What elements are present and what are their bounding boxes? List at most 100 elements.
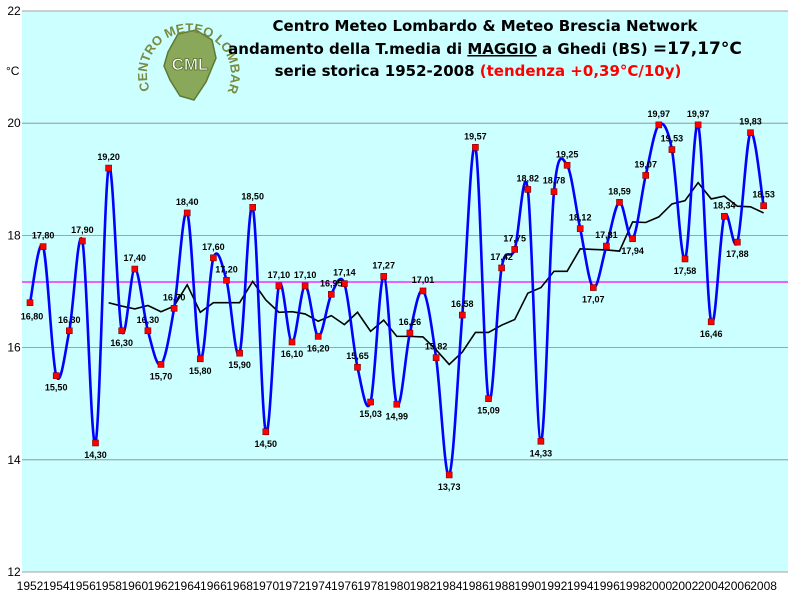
data-label: 15,82	[425, 342, 448, 352]
data-point	[66, 327, 73, 335]
data-labels: 16,80 17,80 15,50 16,30 17,90 14,30 19,20 16,30…	[21, 109, 775, 492]
data-label: 17,40	[124, 253, 147, 263]
data-point	[472, 144, 479, 151]
data-label: 16,95	[320, 278, 343, 288]
data-label: 17,80	[32, 231, 55, 241]
x-tick-label: 1996	[593, 579, 620, 593]
data-label: 19,57	[464, 131, 487, 141]
x-tick-label: 1972	[279, 579, 306, 593]
data-label: 15,80	[189, 366, 212, 376]
data-label: 18,40	[176, 197, 199, 207]
y-axis-label: °C	[6, 64, 20, 78]
data-point	[301, 282, 309, 290]
data-label: 16,30	[58, 315, 81, 325]
x-tick-label: 1952	[17, 579, 44, 593]
x-tick-label: 1956	[69, 579, 96, 593]
data-point	[760, 202, 767, 209]
data-label: 17,27	[372, 260, 395, 270]
data-point	[314, 333, 322, 340]
data-point	[419, 287, 427, 295]
data-point	[249, 204, 256, 211]
data-point	[197, 355, 204, 363]
data-label: 15,90	[228, 360, 251, 370]
x-tick-label: 1970	[252, 579, 279, 593]
data-label: 15,03	[359, 409, 382, 419]
data-point	[589, 284, 597, 291]
data-label: 17,10	[268, 270, 291, 280]
x-tick-label: 1966	[200, 579, 227, 593]
x-tick-label: 1978	[357, 579, 384, 593]
title-line-1: Centro Meteo Lombardo & Meteo Brescia Ne…	[273, 17, 699, 35]
x-tick-label: 1954	[43, 579, 70, 593]
data-label: 17,14	[333, 268, 356, 278]
x-tick-label: 1958	[95, 579, 122, 593]
data-point	[327, 291, 335, 298]
data-label: 15,09	[477, 406, 500, 416]
data-label: 16,20	[307, 343, 330, 353]
data-point	[616, 199, 623, 206]
title-line-3: serie storica 1952-2008 (tendenza +0,39°…	[275, 62, 682, 80]
data-label: 17,20	[215, 264, 238, 274]
data-point	[655, 121, 663, 129]
y-tick-labels: 12 14 16 18 20 22	[7, 4, 21, 579]
y-tick-label: 14	[7, 453, 21, 467]
data-label: 15,50	[45, 383, 68, 393]
data-point	[707, 318, 715, 326]
data-point	[170, 305, 178, 312]
title-month: MAGGIO	[467, 40, 537, 58]
x-tick-label: 1964	[174, 579, 201, 593]
data-point	[210, 254, 217, 262]
x-tick-label: 1998	[619, 579, 646, 593]
data-point	[668, 146, 676, 153]
data-label: 18,59	[608, 186, 631, 196]
x-tick-label: 1988	[488, 579, 515, 593]
data-point	[26, 299, 34, 307]
data-label: 17,42	[490, 252, 513, 262]
data-point	[157, 361, 165, 368]
x-tick-label: 2000	[645, 579, 672, 593]
y-tick-label: 20	[7, 116, 21, 130]
x-tick-label: 1962	[148, 579, 175, 593]
data-point	[367, 398, 374, 406]
data-label: 15,70	[150, 371, 173, 381]
trend-text: (tendenza +0,39°C/10y)	[480, 62, 682, 80]
x-tick-label: 1976	[331, 579, 358, 593]
data-point	[393, 400, 401, 408]
data-point	[576, 225, 584, 232]
logo-badge-text: CML	[172, 55, 209, 74]
data-label: 19,20	[97, 152, 120, 162]
data-point	[183, 209, 191, 217]
x-tick-label: 1986	[462, 579, 489, 593]
data-point	[498, 264, 505, 272]
data-label: 18,12	[569, 213, 592, 223]
data-label: 16,46	[700, 329, 723, 339]
data-label: 19,25	[556, 149, 579, 159]
data-label: 19,97	[687, 109, 710, 119]
data-label: 19,83	[739, 117, 762, 127]
data-point	[432, 354, 440, 361]
data-point	[445, 471, 453, 479]
data-point	[380, 273, 388, 280]
data-point	[458, 311, 466, 319]
x-tick-label: 1974	[305, 579, 332, 593]
data-label: 16,80	[21, 312, 44, 322]
data-label: 17,94	[621, 246, 644, 256]
data-label: 16,30	[110, 338, 133, 348]
data-label: 16,26	[399, 317, 422, 327]
x-tick-label: 2006	[724, 579, 751, 593]
data-label: 18,53	[752, 190, 775, 200]
data-point	[223, 276, 230, 284]
data-point	[406, 329, 414, 337]
data-point	[79, 237, 86, 245]
x-tick-label: 1980	[383, 579, 410, 593]
data-label: 14,99	[386, 411, 409, 421]
data-point	[288, 338, 296, 346]
plot-area	[22, 11, 788, 572]
data-point	[629, 235, 636, 243]
data-label: 15,65	[346, 351, 369, 361]
data-point	[236, 349, 243, 357]
data-label: 19,97	[648, 109, 671, 119]
x-tick-label: 1984	[436, 579, 463, 593]
data-point	[681, 255, 689, 263]
data-label: 13,73	[438, 482, 461, 492]
